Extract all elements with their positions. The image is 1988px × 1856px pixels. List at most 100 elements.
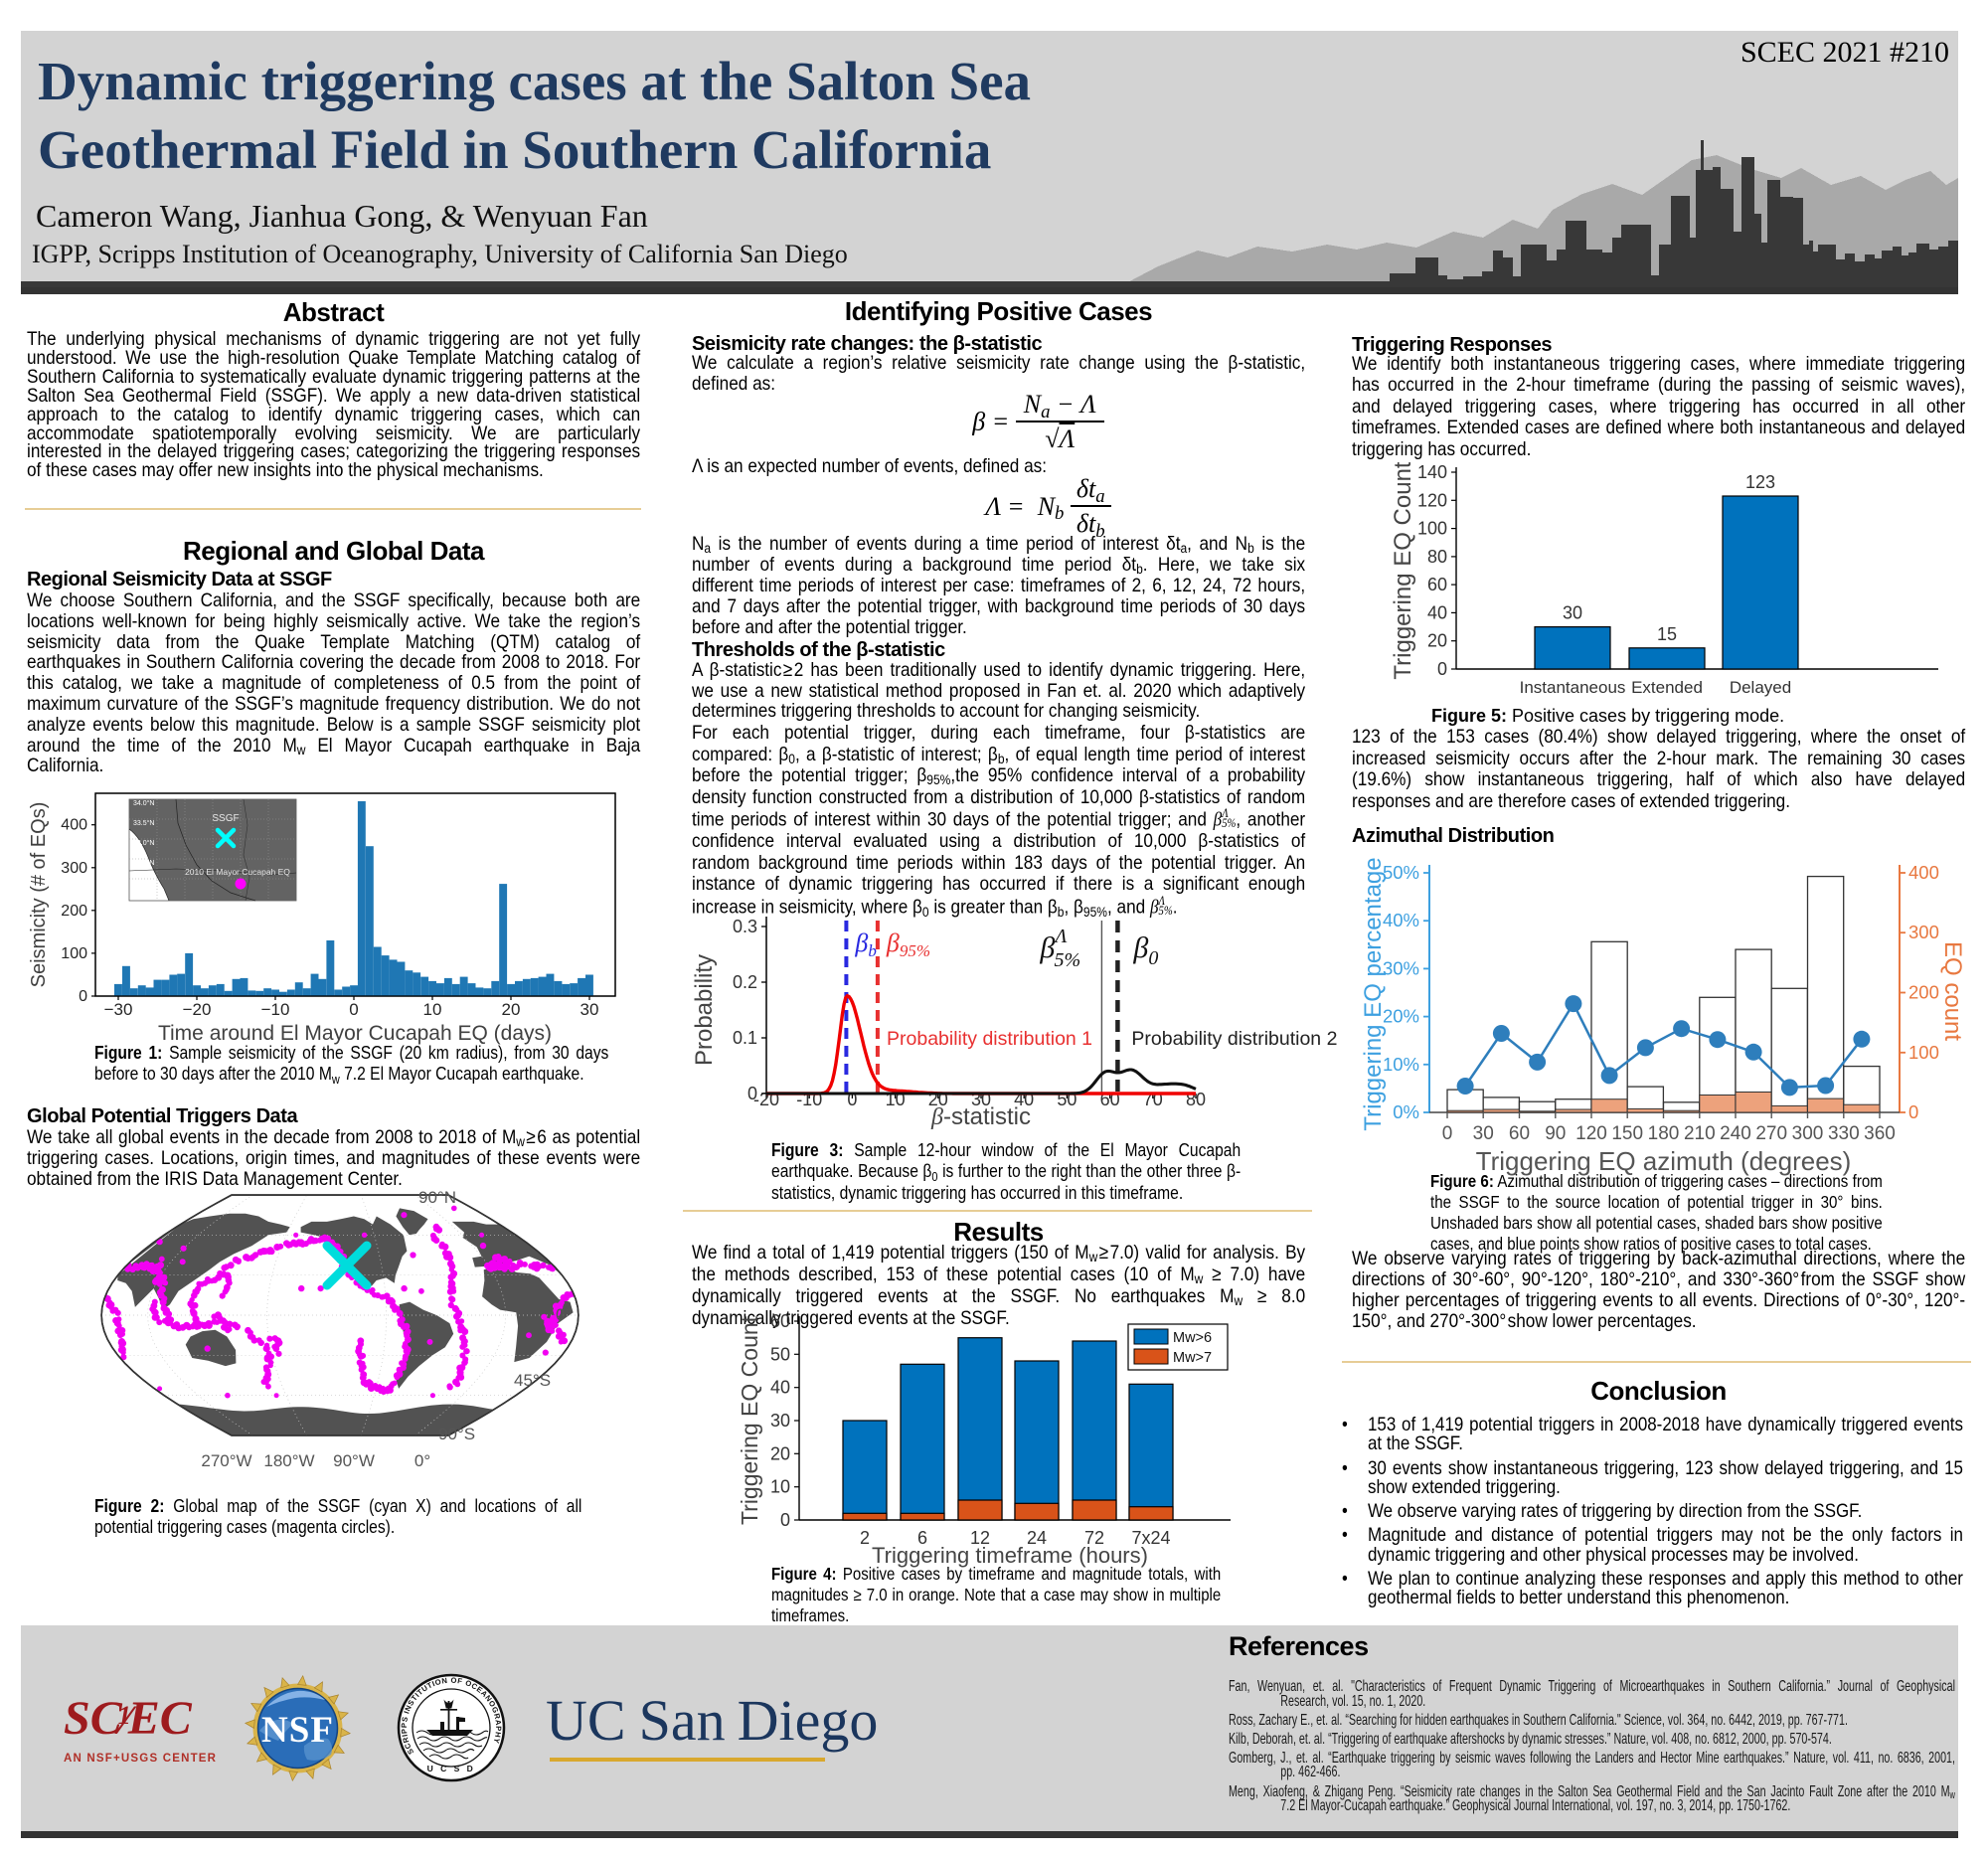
svg-text:0.3: 0.3 — [733, 917, 757, 936]
svg-text:90: 90 — [1545, 1123, 1566, 1144]
svg-text:0: 0 — [1908, 1101, 1918, 1122]
svg-text:U C S D: U C S D — [427, 1764, 476, 1773]
svg-text:34.0°N: 34.0°N — [133, 799, 154, 807]
svg-text:7x24: 7x24 — [1131, 1528, 1170, 1548]
svg-text:270°W: 270°W — [201, 1451, 251, 1470]
svg-text:400: 400 — [61, 817, 87, 834]
svg-text:270: 270 — [1755, 1123, 1787, 1144]
svg-text:−10: −10 — [261, 1000, 290, 1019]
svg-text:200: 200 — [1908, 982, 1939, 1003]
svg-text:120: 120 — [1417, 490, 1447, 510]
svg-text:12: 12 — [970, 1528, 990, 1548]
svg-text:0: 0 — [747, 1084, 757, 1103]
svg-text:210: 210 — [1684, 1123, 1716, 1144]
svg-text:10%: 10% — [1383, 1054, 1419, 1075]
svg-text:33.0°N: 33.0°N — [133, 839, 154, 847]
svg-text:Probability: Probability — [692, 954, 718, 1066]
svg-text:30: 30 — [770, 1411, 790, 1431]
svg-text:140: 140 — [1417, 462, 1447, 482]
svg-text:0°: 0° — [556, 1305, 572, 1324]
svg-text:Probability distribution 1: Probability distribution 1 — [887, 1028, 1092, 1050]
svg-text:15: 15 — [1657, 624, 1677, 644]
svg-text:Triggering EQ azimuth (degrees: Triggering EQ azimuth (degrees) — [1476, 1146, 1852, 1176]
svg-text:40: 40 — [770, 1378, 790, 1398]
svg-text:330: 330 — [1828, 1123, 1860, 1144]
svg-text:0: 0 — [780, 1510, 790, 1530]
svg-text:90°N: 90°N — [418, 1189, 456, 1207]
svg-text:2: 2 — [860, 1528, 870, 1548]
svg-text:300: 300 — [1908, 922, 1939, 942]
svg-text:90°S: 90°S — [438, 1425, 475, 1443]
svg-text:72: 72 — [1084, 1528, 1104, 1548]
svg-text:400: 400 — [1908, 862, 1939, 883]
svg-text:Time around El Mayor Cucapah E: Time around El Mayor Cucapah EQ (days) — [158, 1022, 552, 1045]
svg-text:βb: βb — [854, 928, 876, 960]
svg-text:150: 150 — [1611, 1123, 1643, 1144]
svg-text:24: 24 — [1027, 1528, 1047, 1548]
svg-text:240: 240 — [1720, 1123, 1751, 1144]
svg-text:0: 0 — [79, 988, 87, 1005]
svg-text:NSF: NSF — [261, 1710, 334, 1751]
svg-text:20: 20 — [770, 1443, 790, 1463]
svg-text:40%: 40% — [1383, 910, 1419, 930]
svg-text:80: 80 — [1427, 547, 1447, 567]
svg-text:Triggering EQ Count: Triggering EQ Count — [737, 1315, 762, 1525]
svg-text:0: 0 — [847, 1090, 857, 1109]
svg-text:60: 60 — [1427, 575, 1447, 594]
svg-text:−30: −30 — [104, 1000, 133, 1019]
svg-text:120: 120 — [1575, 1123, 1607, 1144]
svg-text:30%: 30% — [1383, 957, 1419, 978]
svg-text:Mw>7: Mw>7 — [1173, 1350, 1212, 1366]
svg-text:0%: 0% — [1393, 1101, 1419, 1122]
svg-text:32.5°N: 32.5°N — [133, 859, 154, 867]
svg-text:Extended: Extended — [1631, 678, 1703, 697]
svg-text:Seismicity (# of EQs): Seismicity (# of EQs) — [28, 802, 50, 988]
svg-text:Mw>6: Mw>6 — [1173, 1330, 1212, 1346]
svg-text:0.1: 0.1 — [733, 1028, 757, 1048]
svg-text:180: 180 — [1648, 1123, 1680, 1144]
svg-text:Instantaneous: Instantaneous — [1520, 678, 1626, 697]
svg-text:2010 El Mayor Cucapah EQ: 2010 El Mayor Cucapah EQ — [185, 867, 290, 877]
svg-text:0: 0 — [1442, 1123, 1453, 1144]
svg-text:60: 60 — [770, 1311, 790, 1331]
svg-text:β0: β0 — [1132, 931, 1158, 969]
svg-text:10: 10 — [770, 1477, 790, 1497]
svg-text:6: 6 — [917, 1528, 927, 1548]
svg-text:0: 0 — [349, 1000, 358, 1019]
svg-text:123: 123 — [1745, 472, 1775, 492]
svg-text:Triggering timeframe (hours): Triggering timeframe (hours) — [872, 1543, 1148, 1568]
svg-text:200: 200 — [61, 903, 87, 920]
svg-text:45°S: 45°S — [514, 1371, 551, 1390]
svg-text:0.2: 0.2 — [733, 972, 757, 992]
svg-text:300: 300 — [1792, 1123, 1824, 1144]
svg-text:40: 40 — [1427, 602, 1447, 622]
svg-text:Delayed: Delayed — [1730, 678, 1791, 697]
svg-text:10: 10 — [423, 1000, 442, 1019]
svg-text:0: 0 — [1437, 659, 1447, 679]
svg-text:180°W: 180°W — [263, 1451, 314, 1470]
svg-text:100: 100 — [1417, 519, 1447, 539]
svg-text:100: 100 — [1908, 1042, 1939, 1063]
svg-text:β-statistic: β-statistic — [930, 1103, 1031, 1130]
svg-text:20%: 20% — [1383, 1006, 1419, 1027]
svg-text:30: 30 — [580, 1000, 599, 1019]
svg-text:−20: −20 — [183, 1000, 212, 1019]
svg-text:90°W: 90°W — [333, 1451, 375, 1470]
svg-text:30: 30 — [1473, 1123, 1494, 1144]
svg-text:60: 60 — [1509, 1123, 1530, 1144]
svg-text:100: 100 — [61, 945, 87, 962]
svg-text:Probability distribution 2: Probability distribution 2 — [1131, 1028, 1337, 1050]
svg-text:30: 30 — [1563, 603, 1582, 623]
svg-text:β95%: β95% — [886, 928, 930, 960]
svg-text:βΛ5%: βΛ 5% — [1039, 926, 1080, 971]
svg-text:50: 50 — [770, 1344, 790, 1364]
svg-text:33.5°N: 33.5°N — [133, 819, 154, 827]
svg-text:SSGF: SSGF — [212, 813, 239, 824]
svg-text:20: 20 — [502, 1000, 521, 1019]
svg-text:20: 20 — [1427, 631, 1447, 651]
svg-text:50%: 50% — [1383, 862, 1419, 883]
svg-text:32.0°N: 32.0°N — [133, 879, 154, 887]
svg-text:0°: 0° — [414, 1451, 430, 1470]
svg-text:360: 360 — [1864, 1123, 1896, 1144]
svg-text:300: 300 — [61, 860, 87, 877]
